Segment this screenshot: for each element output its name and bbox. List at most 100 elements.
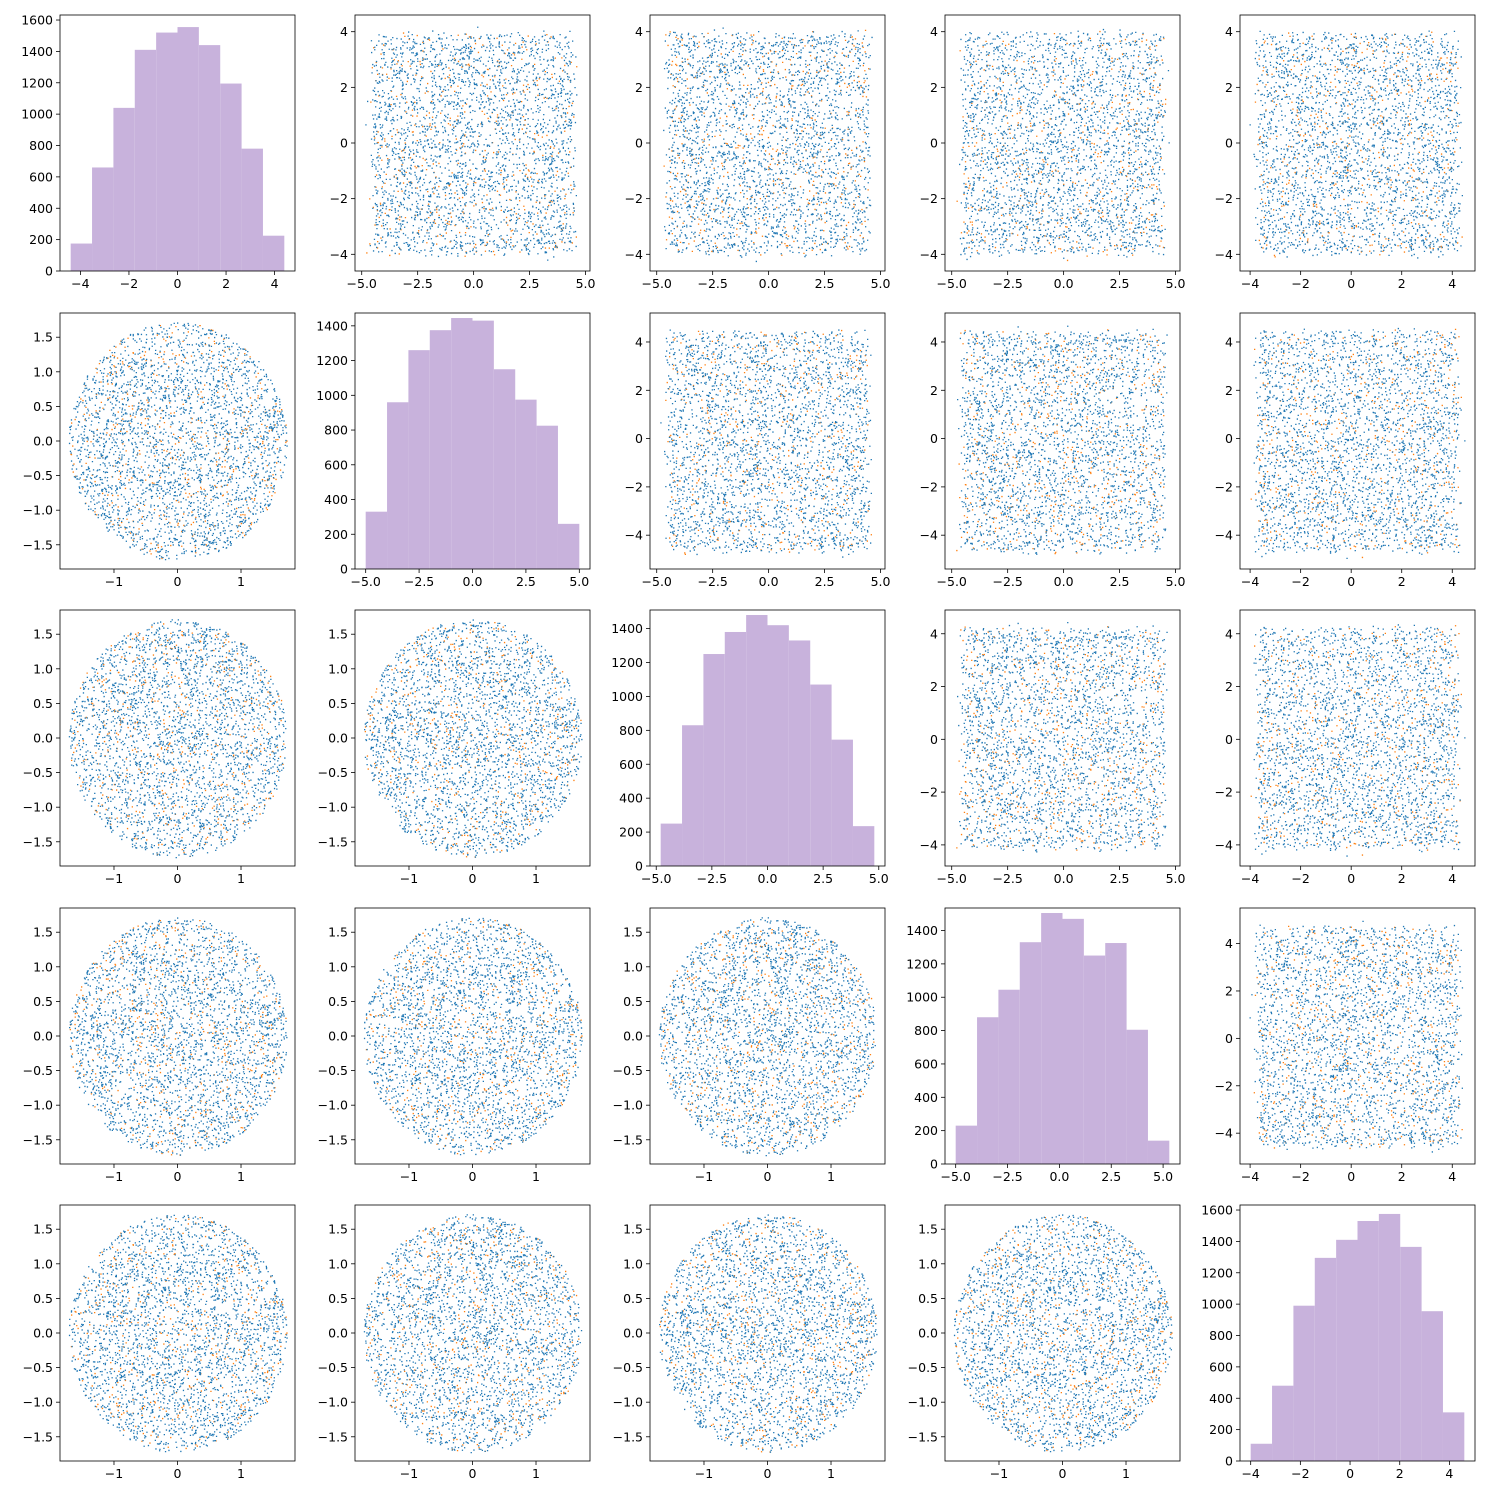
- histogram-bar: [1421, 1311, 1443, 1461]
- histogram-4-ytick-label: 1600: [1201, 1203, 1233, 1218]
- histogram-4-ytick-label: 400: [1209, 1391, 1233, 1406]
- histogram-1-xtick-label: −2.5: [404, 574, 434, 589]
- scatter-0-1-xtick-label: 5.0: [576, 276, 596, 291]
- scatter-3-0-frame: [59, 907, 296, 1165]
- scatter-panel-4-0: −1 0 1 −1.5 −1.0 −0.5 0.0 0.5 1.0 1.5: [23, 1204, 296, 1481]
- scatter-3-4-xtick-label: 4: [1448, 1169, 1456, 1184]
- scatter-2-4-frame: [1239, 609, 1476, 867]
- scatter-1-4-xtick-label: −2: [1291, 574, 1309, 589]
- scatter-0-3-xtick-label: −5.0: [937, 276, 967, 291]
- scatter-1-2-ytick-label: 0: [635, 431, 643, 446]
- scatter-2-1-ytick-label: −1.5: [318, 834, 348, 849]
- histogram-bar: [451, 318, 473, 569]
- scatter-marks-blue: [959, 28, 1170, 261]
- scatter-3-1-ytick-label: −1.5: [318, 1132, 348, 1147]
- histogram-3-ytick-label: 1200: [906, 956, 938, 971]
- scatter-panel-0-1: −5.0 −2.5 0.0 2.5 5.0 −4 −2 0 2 4: [330, 14, 596, 291]
- scatter-marks-blue: [68, 1214, 288, 1453]
- histogram-bar: [1442, 1412, 1465, 1461]
- scatter-4-3-ytick-label: 1.0: [918, 1256, 938, 1271]
- scatter-points: [956, 325, 1168, 555]
- histogram-panel-4: −4 −2 0 2 4 0 200 400 600 800 1000 1200 1400 1600: [1201, 1203, 1476, 1481]
- scatter-panel-2-1: −1 0 1 −1.5 −1.0 −0.5 0.0 0.5 1.0 1.5: [318, 609, 591, 886]
- histogram-3-ytick-label: 800: [914, 1023, 938, 1038]
- scatter-4-1-ytick-label: −1.0: [318, 1395, 348, 1410]
- scatter-2-0-ytick-label: −0.5: [23, 765, 53, 780]
- scatter-2-1-ytick-label: 0.0: [328, 731, 348, 746]
- scatter-0-3-xtick-label: −2.5: [992, 276, 1022, 291]
- scatter-1-2-ytick-label: 4: [635, 334, 643, 349]
- scatter-0-3-xtick-label: 5.0: [1166, 276, 1186, 291]
- scatter-1-4-xtick-label: 0: [1347, 574, 1355, 589]
- histogram-3-ytick-label: 200: [914, 1123, 938, 1138]
- scatter-panel-2-3: −5.0 −2.5 0.0 2.5 5.0 −4 −2 0 2 4: [920, 609, 1186, 886]
- scatter-3-1-ytick-label: 0.0: [328, 1029, 348, 1044]
- scatter-3-1-xtick-label: −1: [400, 1169, 418, 1184]
- scatter-2-1-xtick-label: 1: [532, 871, 540, 886]
- histogram-bar: [831, 739, 853, 866]
- histogram-0-xtick-label: 2: [222, 276, 230, 291]
- scatter-3-2-ytick-label: 0.0: [623, 1029, 643, 1044]
- scatter-1-4-xtick-label: −4: [1241, 574, 1259, 589]
- histogram-bar: [113, 107, 135, 271]
- scatter-1-0-xtick-label: 1: [237, 574, 245, 589]
- scatter-points: [68, 1214, 288, 1453]
- scatter-marks-blue: [1249, 30, 1463, 259]
- histogram-bar: [1019, 942, 1042, 1164]
- histogram-2-xtick-label: 0.0: [758, 871, 778, 886]
- scatter-marks-blue: [660, 329, 872, 558]
- histogram-bar: [977, 1017, 999, 1164]
- histogram-3-ytick-label: 1400: [906, 923, 938, 938]
- histogram-0-ytick-label: 200: [29, 232, 53, 247]
- scatter-1-2-xtick-label: 0.0: [759, 574, 779, 589]
- scatter-0-2-xtick-label: −2.5: [697, 276, 727, 291]
- scatter-marks-blue: [957, 325, 1168, 555]
- scatter-4-0-ytick-label: −0.5: [23, 1360, 53, 1375]
- scatter-marks-orange: [1253, 925, 1463, 1150]
- scatter-panel-1-4: −4 −2 0 2 4 −4 −2 0 2 4: [1215, 312, 1476, 589]
- scatter-4-2-xtick-label: 0: [764, 1466, 772, 1481]
- scatter-4-3-ytick-label: −1.0: [908, 1395, 938, 1410]
- scatter-points: [1250, 327, 1466, 559]
- histogram-bar: [472, 320, 494, 569]
- scatter-4-2-ytick-label: 0.0: [623, 1326, 643, 1341]
- scatter-1-0-ytick-label: −0.5: [23, 468, 53, 483]
- scatter-3-4-ytick-label: 0: [1225, 1031, 1233, 1046]
- scatter-3-4-ytick-label: 4: [1225, 936, 1233, 951]
- scatter-marks-orange: [955, 1217, 1173, 1452]
- scatter-panel-0-4: −4 −2 0 2 4 −4 −2 0 2 4: [1215, 14, 1476, 291]
- scatter-2-0-ytick-label: 0.0: [33, 731, 53, 746]
- scatter-4-1-ytick-label: 0.0: [328, 1326, 348, 1341]
- scatter-3-0-xtick-label: 0: [174, 1169, 182, 1184]
- histogram-1-xtick-label: −5.0: [351, 574, 381, 589]
- histogram-3-xtick-label: −5.0: [941, 1169, 971, 1184]
- histogram-4-ytick-label: 1000: [1201, 1297, 1233, 1312]
- histogram-0-ytick-label: 0: [45, 264, 53, 279]
- scatter-1-0-ytick-label: 0.5: [33, 399, 53, 414]
- histogram-1-ytick-label: 1000: [316, 388, 348, 403]
- scatter-0-1-xtick-label: 2.5: [520, 276, 540, 291]
- scatter-0-2-frame: [649, 14, 886, 272]
- scatter-points-blue: [957, 325, 1168, 555]
- scatter-marks-blue: [69, 917, 288, 1156]
- scatter-points: [363, 1214, 583, 1454]
- histogram-0-frame: [59, 14, 296, 272]
- scatter-4-0-ytick-label: 0.0: [33, 1326, 53, 1341]
- histogram-0-ytick-label: 600: [29, 169, 53, 184]
- scatter-3-0-ytick-label: 0.0: [33, 1029, 53, 1044]
- scatter-3-2-frame: [649, 907, 886, 1165]
- scatter-marks-blue: [363, 917, 583, 1156]
- scatter-0-4-ytick-label: 2: [1225, 80, 1233, 95]
- histogram-bar: [1250, 1443, 1273, 1461]
- scatter-points-blue: [1249, 30, 1463, 259]
- histogram-bar: [493, 369, 516, 569]
- scatter-4-2-xtick-label: 1: [827, 1466, 835, 1481]
- scatter-points-orange: [365, 919, 583, 1155]
- scatter-3-0-ytick-label: 1.5: [33, 925, 53, 940]
- scatter-4-3-ytick-label: −0.5: [908, 1360, 938, 1375]
- scatter-panel-4-3: −1 0 1 −1.5 −1.0 −0.5 0.0 0.5 1.0 1.5: [908, 1204, 1181, 1481]
- scatter-points: [956, 28, 1170, 262]
- scatter-3-0-ytick-label: −1.0: [23, 1098, 53, 1113]
- histogram-bar: [515, 399, 537, 569]
- scatter-3-0-ytick-label: −1.5: [23, 1132, 53, 1147]
